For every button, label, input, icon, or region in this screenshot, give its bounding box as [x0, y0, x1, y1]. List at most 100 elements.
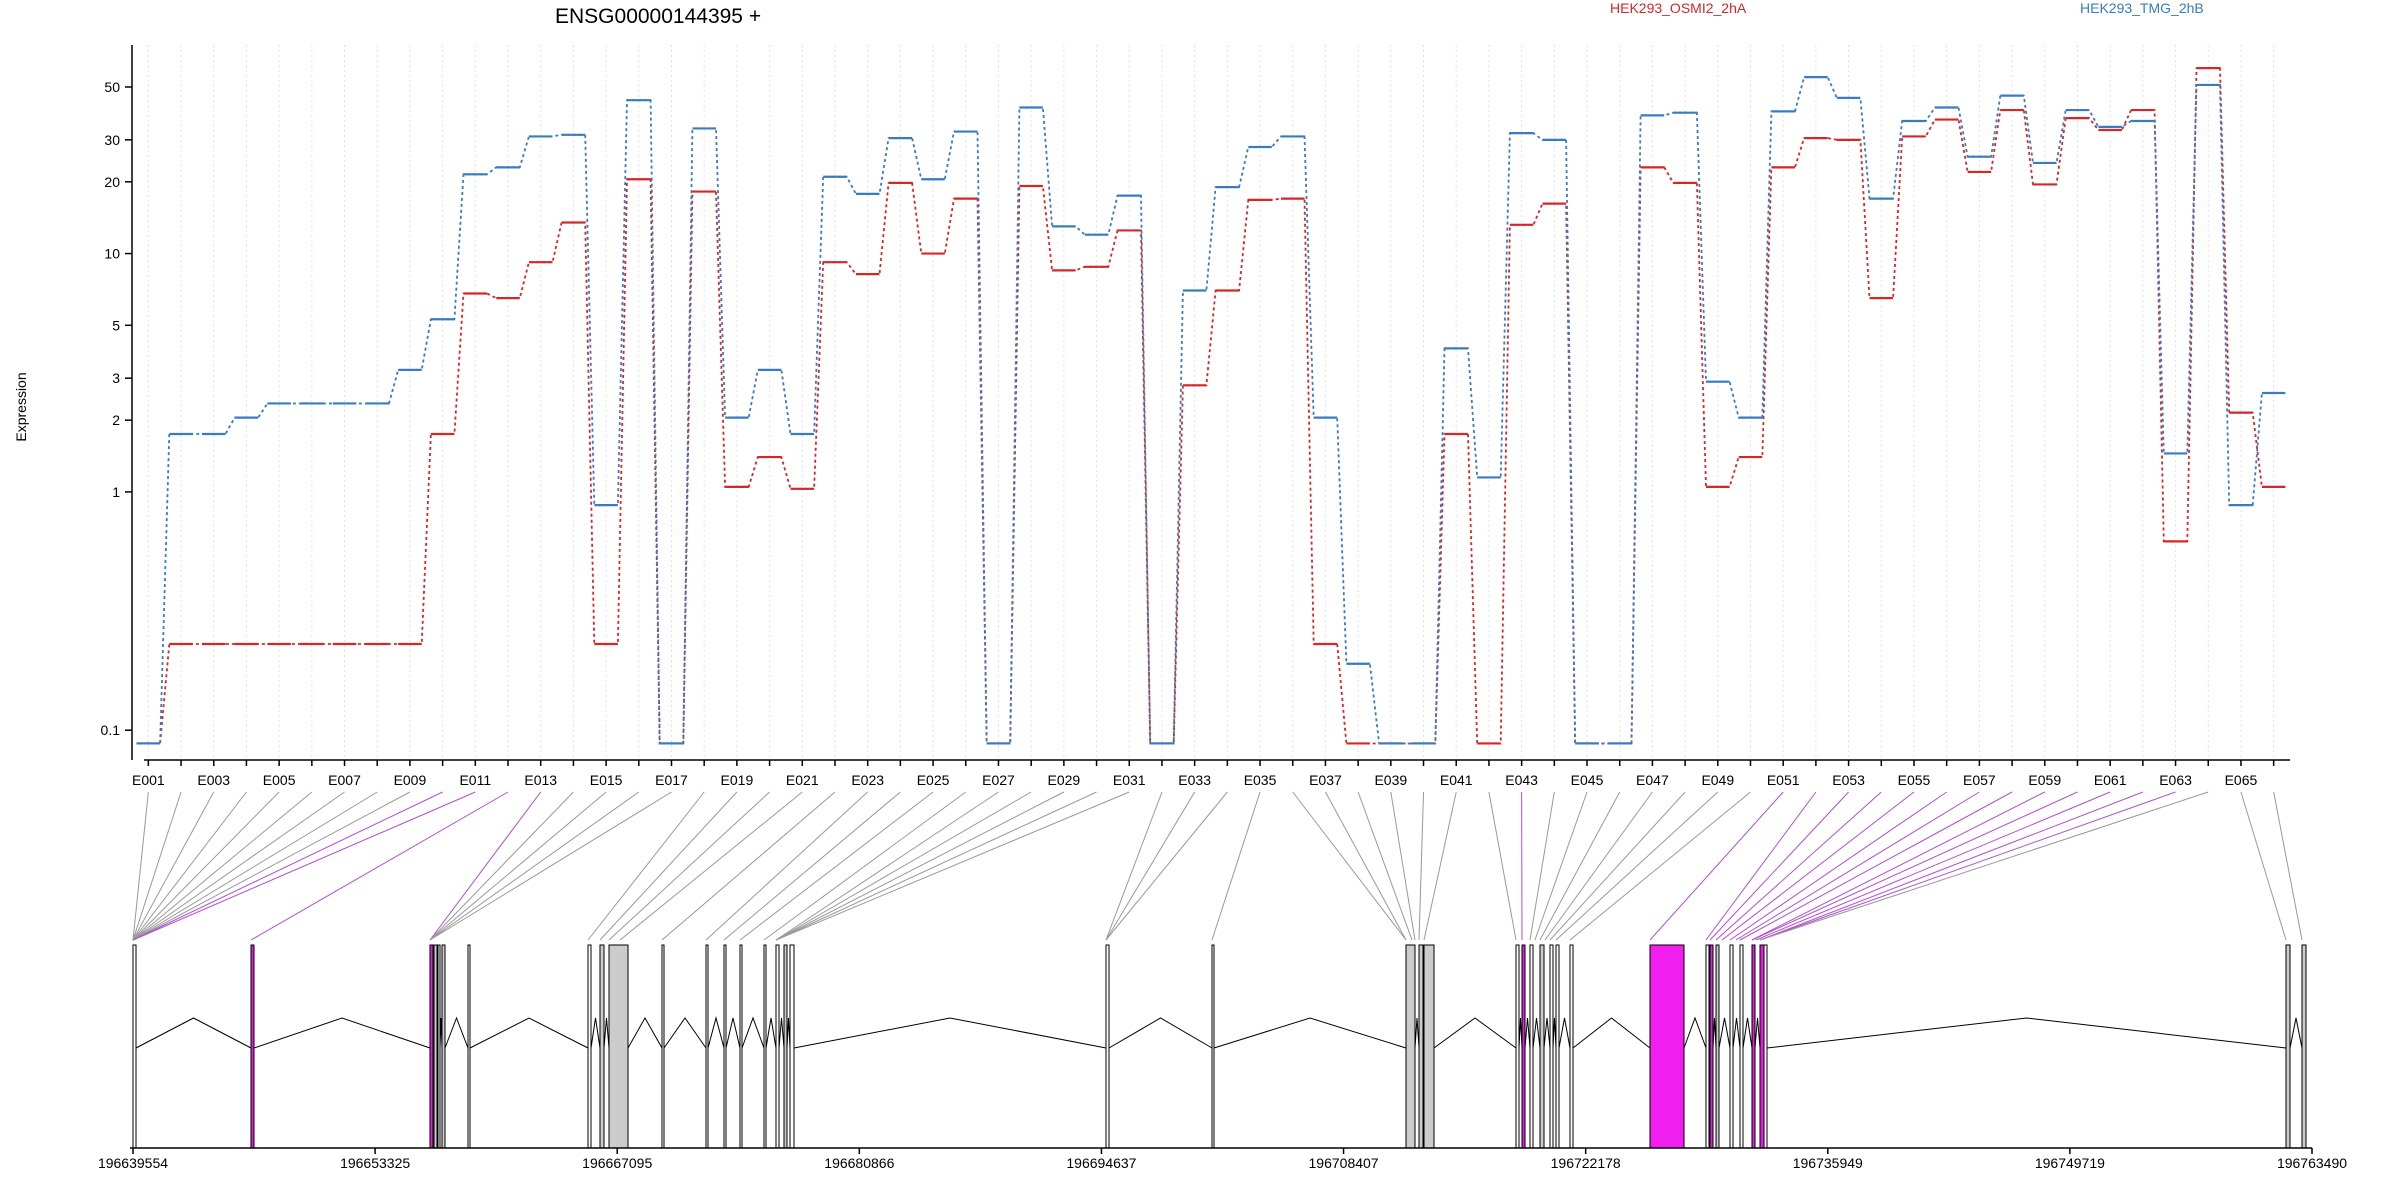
exon-connector: [599, 791, 738, 941]
x-tick-label: E035: [1244, 772, 1277, 788]
exon: [1715, 944, 1720, 1149]
exon: [775, 944, 780, 1149]
x-tick-label: E045: [1571, 772, 1604, 788]
x-tick-label: E021: [786, 772, 819, 788]
exon-connector: [132, 791, 280, 941]
exon-connector: [429, 791, 607, 941]
exon: [1759, 944, 1765, 1149]
exon-connector: [775, 791, 1130, 941]
exon-connector: [1529, 791, 1555, 941]
exon: [789, 944, 795, 1149]
exon: [1555, 944, 1560, 1149]
x-tick-label: E031: [1113, 772, 1146, 788]
gridlines: [147, 45, 2275, 760]
x-tick-label: E053: [1832, 772, 1865, 788]
y-tick-label: 2: [112, 412, 120, 428]
series-line: [136, 67, 2286, 745]
exon: [1515, 944, 1520, 1149]
x-tick-label: E003: [197, 772, 230, 788]
y-tick-label: 10: [104, 246, 120, 262]
exon: [1569, 944, 1574, 1149]
exon-connector: [429, 791, 672, 941]
coord-label: 196763490: [2277, 1155, 2347, 1171]
exon-connector: [132, 791, 313, 941]
intron: [1543, 1017, 1551, 1049]
y-tick-label: 5: [112, 317, 120, 333]
x-tick-label: E015: [590, 772, 623, 788]
exon: [608, 944, 629, 1149]
exon-connector: [1759, 791, 2144, 941]
x-axis: E001 E003 E005 E007 E009 E011 E013 E015 E017 E019…: [132, 759, 2290, 788]
exon: [429, 944, 434, 1149]
intron: [1718, 1017, 1731, 1049]
exon: [441, 944, 446, 1149]
exon: [739, 944, 743, 1149]
exon-connector: [1709, 791, 1849, 941]
exon-connector: [1735, 791, 1980, 941]
genomic-coordinate-axis: 196639554 196653325 196667095 196680866 1966…: [98, 1148, 2347, 1171]
exon-connector: [132, 791, 182, 941]
x-tick-label: E049: [1701, 772, 1734, 788]
exon-connector: [429, 791, 640, 941]
exon: [1649, 944, 1685, 1149]
x-tick-label: E001: [132, 772, 165, 788]
x-tick-label: E023: [851, 772, 884, 788]
exon: [599, 944, 605, 1149]
intron: [1433, 1017, 1517, 1049]
x-tick-label: E047: [1636, 772, 1669, 788]
exon-connector: [2240, 791, 2287, 941]
x-tick-label: E065: [2225, 772, 2258, 788]
intron: [1524, 1017, 1531, 1049]
exon: [1521, 944, 1526, 1149]
exon-connector: [132, 791, 149, 941]
intron: [2289, 1017, 2303, 1049]
exon-connector: [1105, 791, 1196, 941]
intron: [627, 1016, 663, 1049]
exon: [1739, 944, 1744, 1149]
intron: [793, 1017, 1107, 1049]
intron: [778, 1017, 785, 1049]
exon-connector: [429, 791, 574, 941]
exon: [2301, 944, 2307, 1149]
exon-connector: [1423, 791, 1457, 941]
exon-connector: [1729, 791, 1947, 941]
exon-connector: [763, 791, 967, 941]
x-tick-label: E033: [1178, 772, 1211, 788]
exon-connector: [132, 791, 215, 941]
exon: [2285, 944, 2291, 1149]
intron: [725, 1017, 741, 1049]
x-tick-label: E027: [982, 772, 1015, 788]
intron: [1732, 1017, 1741, 1049]
x-tick-label: E017: [655, 772, 688, 788]
exon: [1211, 944, 1215, 1149]
intron: [1558, 1017, 1571, 1049]
exon-connector: [1751, 791, 2078, 941]
legend-entry-series-2: HEK293_TMG_2hB: [2080, 0, 2204, 16]
coord-label: 196735949: [1793, 1155, 1863, 1171]
exon: [763, 944, 767, 1149]
exon-connector: [723, 791, 901, 941]
coord-label: 196653325: [340, 1155, 410, 1171]
exon: [1709, 944, 1714, 1149]
exon-connector: [1555, 791, 1719, 941]
intron: [741, 1016, 765, 1049]
intron: [1742, 1017, 1753, 1049]
y-tick-label: 50: [104, 79, 120, 95]
intron: [1683, 1016, 1707, 1049]
exon-connector: [132, 791, 345, 941]
exon-connector: [1292, 791, 1407, 941]
x-tick-label: E055: [1898, 772, 1931, 788]
exon-connector: [661, 791, 836, 941]
exon: [250, 944, 255, 1149]
x-tick-label: E063: [2159, 772, 2192, 788]
exon-connector: [1755, 791, 2111, 941]
intron: [444, 1016, 469, 1049]
chart-title: ENSG00000144395 +: [555, 5, 761, 28]
intron: [707, 1016, 725, 1049]
exon-connector: [739, 791, 934, 941]
exon-connectors: [132, 791, 2303, 941]
exon-connector: [1418, 791, 1425, 941]
x-tick-label: E005: [263, 772, 296, 788]
exon: [661, 944, 665, 1149]
